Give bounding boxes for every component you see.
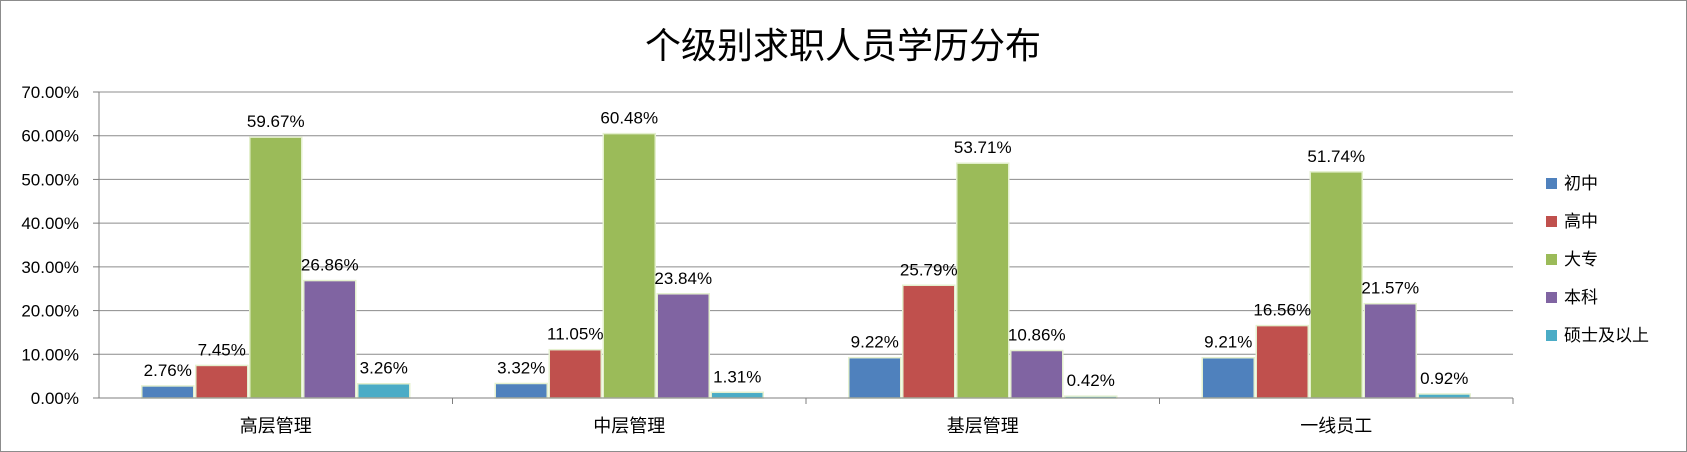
legend-swatch xyxy=(1546,292,1557,303)
data-label: 2.76% xyxy=(144,361,192,380)
legend-swatch xyxy=(1546,330,1557,341)
data-label: 9.21% xyxy=(1204,333,1252,352)
bar xyxy=(249,136,303,399)
data-label: 1.31% xyxy=(713,367,761,386)
data-label: 0.42% xyxy=(1067,371,1115,390)
chart-title: 个级别求职人员学历分布 xyxy=(645,26,1041,67)
y-tick-label: 50.00% xyxy=(21,170,79,189)
bar xyxy=(956,162,1010,399)
x-category-label: 高层管理 xyxy=(240,416,312,437)
data-label: 7.45% xyxy=(198,340,246,359)
data-label: 25.79% xyxy=(900,260,958,279)
x-category-label: 基层管理 xyxy=(947,416,1019,437)
y-axis: 0.00% 10.00% 20.00% 30.00% 40.00% 50.00% 60.00… xyxy=(21,83,100,408)
y-tick-label: 0.00% xyxy=(31,389,79,408)
y-tick-label: 30.00% xyxy=(21,258,79,277)
legend-swatch xyxy=(1546,178,1557,189)
data-label: 26.86% xyxy=(301,256,359,275)
bar xyxy=(902,284,956,399)
legend-swatch xyxy=(1546,254,1557,265)
bar xyxy=(1363,302,1417,399)
data-label: 21.57% xyxy=(1361,279,1419,298)
bar xyxy=(1417,393,1471,399)
y-tick-label: 10.00% xyxy=(21,345,79,364)
data-label: 51.74% xyxy=(1307,147,1365,166)
legend-label: 大专 xyxy=(1564,250,1598,270)
legend-swatch xyxy=(1546,216,1557,227)
bar xyxy=(1255,324,1309,399)
data-label: 11.05% xyxy=(547,325,603,344)
bar xyxy=(195,364,249,399)
bar xyxy=(710,391,764,399)
data-label: 23.84% xyxy=(654,269,712,288)
bar xyxy=(1201,356,1255,399)
bar xyxy=(848,356,902,399)
legend-label: 本科 xyxy=(1564,288,1598,308)
x-category-label: 一线员工 xyxy=(1300,416,1372,437)
bar xyxy=(141,385,195,399)
x-category-label: 中层管理 xyxy=(593,416,665,437)
y-tick-label: 20.00% xyxy=(21,302,79,321)
bar xyxy=(1010,349,1064,399)
bar xyxy=(494,382,548,399)
bar xyxy=(1309,171,1363,399)
bar xyxy=(602,132,656,399)
y-tick-label: 70.00% xyxy=(21,83,79,102)
data-label: 16.56% xyxy=(1253,301,1311,320)
data-label: 10.86% xyxy=(1008,326,1066,345)
y-tick-label: 60.00% xyxy=(21,127,79,146)
legend-label: 硕士及以上 xyxy=(1564,326,1649,346)
x-axis: 高层管理 中层管理 基层管理 一线员工 xyxy=(99,397,1514,437)
bar xyxy=(357,382,411,399)
data-label: 60.48% xyxy=(600,109,658,128)
bar xyxy=(656,293,710,399)
data-label: 59.67% xyxy=(247,112,305,131)
data-label: 0.92% xyxy=(1420,369,1468,388)
y-tick-label: 40.00% xyxy=(21,214,79,233)
bar xyxy=(303,279,357,399)
bar xyxy=(548,348,602,399)
legend-label: 初中 xyxy=(1564,174,1598,194)
data-label: 9.22% xyxy=(851,333,899,352)
data-label: 3.26% xyxy=(360,359,408,378)
data-label: 3.32% xyxy=(497,358,545,377)
data-label: 53.71% xyxy=(954,138,1012,157)
bars xyxy=(141,132,1471,399)
legend-label: 高中 xyxy=(1564,212,1598,232)
data-labels: 2.76% 7.45% 59.67% 26.86% 3.26% 3.32%11.05% 60… xyxy=(144,109,1469,391)
